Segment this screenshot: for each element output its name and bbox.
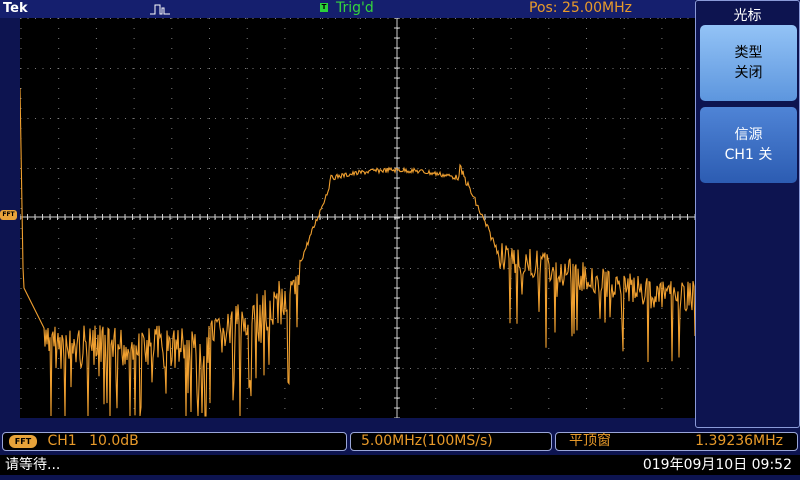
window-type: 平顶窗 [569,433,611,449]
trigger-status: Trig'd [336,0,374,16]
fft-reference-marker[interactable]: FFT [0,210,17,220]
cursor-source-value: CH1 关 [724,147,773,163]
side-menu-title: 光标 [733,8,762,24]
top-status-bar: Tek T Trig'd Pos: 25.00MHz [0,0,695,18]
timebase-value: 5.00MHz(100MS/s) [361,433,493,449]
status-message: 请等待... [5,457,61,473]
status-datetime: 019年09月10日 09:52 [642,457,792,473]
side-menu: 光标 类型 关闭 信源 CH1 关 [695,0,800,428]
cursor-type-value: 关闭 [734,65,763,81]
trigger-pulse-icon [150,4,170,15]
channel-readout[interactable]: FFT CH1 10.0dB [2,432,347,451]
bottom-readout-bar: FFT CH1 10.0dB 5.00MHz(100MS/s) 平顶窗 1.39… [0,428,800,480]
cursor-source-label: 信源 [734,127,763,143]
waveform-graticule[interactable] [19,17,701,419]
status-bar: 请等待... 019年09月10日 09:52 [0,455,800,475]
fft-badge: FFT [9,435,37,448]
trigger-state-icon: T [320,3,328,12]
window-readout[interactable]: 平顶窗 1.39236MHz [555,432,798,451]
channel-scale: 10.0dB [89,433,139,449]
timebase-readout[interactable]: 5.00MHz(100MS/s) [350,432,552,451]
cursor-type-label: 类型 [734,45,763,61]
cursor-type-button[interactable]: 类型 关闭 [700,25,797,101]
channel-name: CH1 [47,433,77,449]
position-readout: Pos: 25.00MHz [529,0,633,16]
graticule-svg [19,17,701,419]
brand-logo: Tek [3,1,28,16]
cursor-source-button[interactable]: 信源 CH1 关 [700,107,797,183]
fft-spectrum-trace [19,87,696,417]
frequency-value: 1.39236MHz [695,433,783,449]
